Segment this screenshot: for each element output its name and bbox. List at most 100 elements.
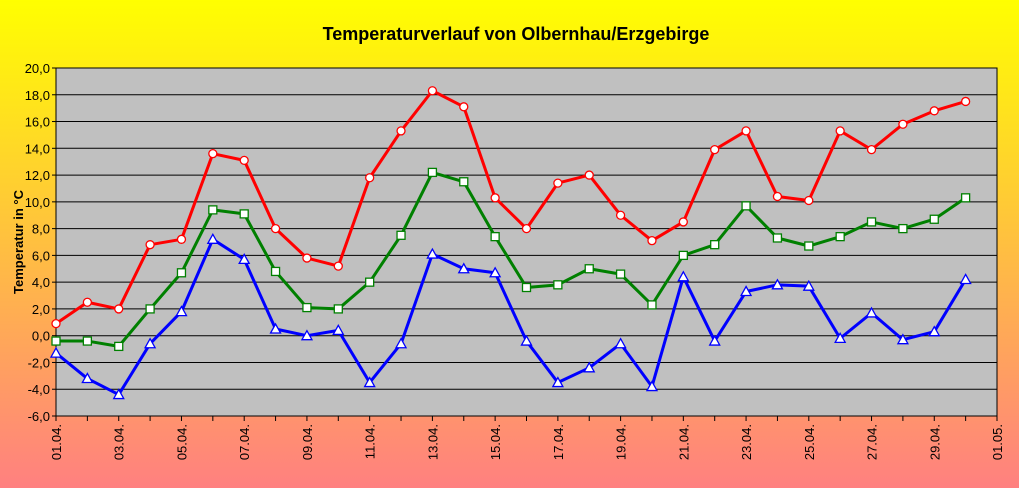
data-point-circle bbox=[772, 191, 783, 202]
x-tick-label: 05.04. bbox=[174, 424, 189, 460]
data-point-triangle bbox=[520, 334, 533, 346]
data-point-square bbox=[302, 302, 312, 313]
x-tick-label: 27.04. bbox=[865, 424, 880, 460]
data-point-triangle bbox=[739, 285, 753, 297]
x-tick-label: 13.04. bbox=[425, 424, 440, 460]
data-point-circle bbox=[615, 210, 626, 220]
series-line-1 bbox=[55, 89, 967, 325]
data-point-circle bbox=[929, 106, 939, 116]
data-point-circle bbox=[835, 126, 845, 136]
data-point-circle bbox=[459, 102, 469, 112]
data-point-square bbox=[615, 269, 626, 279]
data-point-triangle bbox=[896, 333, 910, 345]
data-point-square bbox=[929, 214, 939, 224]
data-point-triangle bbox=[363, 376, 376, 388]
y-tick-label: 0,0 bbox=[32, 329, 50, 344]
data-point-triangle bbox=[583, 361, 596, 373]
data-point-triangle bbox=[457, 262, 470, 274]
x-tick-label: 09.04. bbox=[300, 424, 315, 460]
data-point-circle bbox=[521, 223, 532, 234]
x-tick-label: 11.04. bbox=[363, 424, 378, 459]
data-point-circle bbox=[82, 297, 93, 307]
chart-title: Temperaturverlauf von Olbernhau/Erzgebir… bbox=[323, 24, 710, 44]
data-point-triangle bbox=[645, 380, 659, 392]
y-tick-label: 8,0 bbox=[32, 222, 50, 237]
x-tick-label: 29.04. bbox=[927, 424, 942, 460]
data-point-circle bbox=[710, 144, 720, 155]
data-point-circle bbox=[365, 173, 375, 183]
data-point-triangle bbox=[394, 337, 408, 349]
y-tick-label: -2,0 bbox=[28, 355, 50, 370]
data-point-triangle bbox=[865, 306, 878, 318]
data-point-circle bbox=[490, 193, 500, 203]
data-point-square bbox=[553, 280, 563, 290]
data-point-triangle bbox=[143, 337, 157, 349]
data-point-square bbox=[490, 231, 500, 242]
x-tick-label: 01.04. bbox=[49, 424, 64, 460]
data-point-circle bbox=[741, 126, 751, 136]
y-tick-label: 16,0 bbox=[25, 115, 50, 130]
y-tick-label: 20,0 bbox=[25, 61, 50, 76]
data-point-square bbox=[239, 209, 249, 219]
data-point-square bbox=[82, 336, 93, 346]
data-point-square bbox=[427, 167, 438, 178]
data-point-triangle bbox=[771, 278, 784, 290]
data-point-circle bbox=[678, 217, 688, 227]
y-tick-label: 18,0 bbox=[25, 88, 50, 103]
data-point-square bbox=[365, 277, 375, 287]
data-point-circle bbox=[427, 86, 438, 96]
x-tick-label: 19.04. bbox=[614, 424, 629, 460]
data-point-square bbox=[584, 264, 594, 274]
data-point-circle bbox=[114, 304, 124, 314]
data-point-circle bbox=[804, 195, 814, 206]
data-point-square bbox=[521, 282, 532, 293]
data-point-square bbox=[459, 177, 469, 187]
x-tick-label: 21.04. bbox=[676, 424, 691, 460]
y-tick-label: 12,0 bbox=[25, 168, 50, 183]
data-point-circle bbox=[647, 236, 657, 246]
data-point-circle bbox=[176, 234, 187, 244]
data-point-triangle bbox=[426, 247, 439, 259]
data-point-triangle bbox=[677, 270, 690, 282]
data-point-triangle bbox=[112, 388, 125, 400]
data-point-triangle bbox=[959, 273, 972, 285]
y-axis-label: Temperatur in °C bbox=[11, 189, 26, 294]
data-point-circle bbox=[208, 149, 218, 159]
data-point-triangle bbox=[49, 346, 63, 358]
x-tick-label: 17.04. bbox=[551, 424, 566, 460]
data-point-circle bbox=[333, 261, 343, 271]
data-point-square bbox=[960, 193, 971, 203]
data-point-square bbox=[333, 304, 343, 314]
data-point-square bbox=[145, 304, 155, 314]
data-point-triangle bbox=[928, 325, 941, 337]
data-point-circle bbox=[898, 119, 908, 129]
data-point-square bbox=[898, 223, 908, 234]
x-tick-label: 01.05. bbox=[990, 424, 1005, 460]
data-point-triangle bbox=[489, 266, 502, 278]
data-point-triangle bbox=[551, 376, 564, 388]
x-tick-label: 07.04. bbox=[237, 424, 252, 460]
y-tick-label: 4,0 bbox=[32, 275, 50, 290]
data-point-triangle bbox=[206, 232, 219, 244]
data-point-triangle bbox=[834, 332, 847, 344]
data-point-circle bbox=[302, 253, 312, 263]
x-tick-label: 23.04. bbox=[739, 424, 754, 460]
y-tick-label: -4,0 bbox=[28, 382, 50, 397]
data-point-square bbox=[647, 300, 657, 310]
data-point-circle bbox=[866, 144, 877, 155]
data-point-triangle bbox=[81, 372, 94, 384]
x-tick-label: 15.04. bbox=[488, 424, 503, 460]
data-point-circle bbox=[396, 126, 406, 136]
data-point-square bbox=[866, 217, 877, 227]
data-point-square bbox=[176, 268, 187, 278]
y-tick-label: 14,0 bbox=[25, 141, 50, 156]
data-point-triangle bbox=[802, 279, 815, 291]
data-point-square bbox=[678, 250, 688, 261]
data-point-square bbox=[208, 205, 218, 215]
data-point-triangle bbox=[175, 305, 188, 317]
data-point-square bbox=[710, 240, 720, 250]
series-line-3 bbox=[55, 237, 967, 397]
data-point-triangle bbox=[300, 329, 314, 341]
